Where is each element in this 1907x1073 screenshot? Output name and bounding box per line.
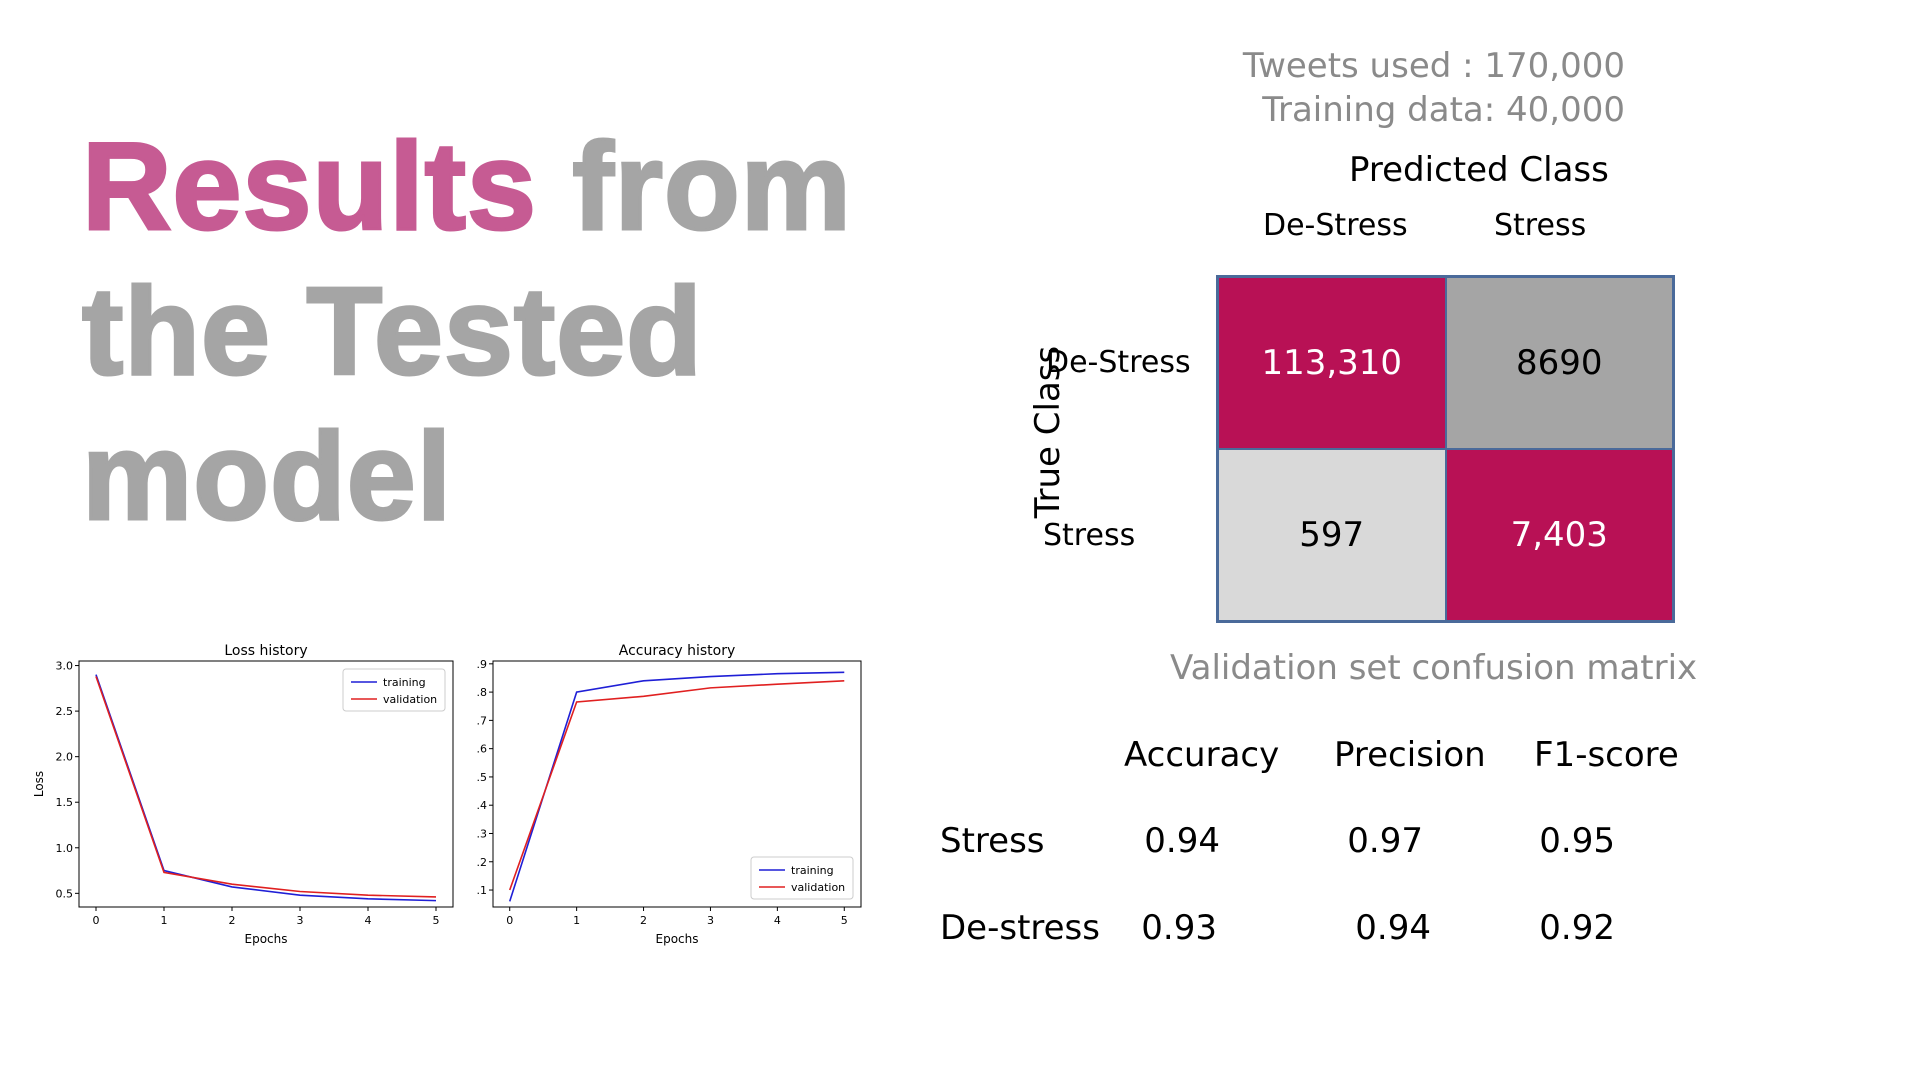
y-tick-label: .7: [477, 714, 488, 727]
chart-title: Accuracy history: [619, 643, 736, 659]
training-data: Training data: 40,000: [1262, 90, 1625, 130]
y-tick-label: 1.5: [56, 796, 74, 809]
x-tick-label: 1: [161, 914, 168, 927]
y-tick-label: 1.0: [56, 842, 74, 855]
y-tick-label: .4: [477, 799, 488, 812]
col-label-stress: Stress: [1494, 208, 1587, 243]
metric-destress-precision: 0.94: [1355, 908, 1431, 948]
confusion-matrix-caption: Validation set confusion matrix: [1170, 648, 1698, 688]
cm-cell-fn: 597: [1218, 449, 1446, 621]
title-highlight: Results: [81, 117, 538, 258]
loss-history-chart: Loss history Epochs Loss 0 1 2 3 4 5 0.5 1.0 1.5 2.0…: [25, 637, 475, 947]
legend-label-training: training: [383, 676, 426, 689]
x-tick-label: 5: [433, 914, 440, 927]
row-label-destress: De-Stress: [1046, 345, 1191, 380]
metric-stress-accuracy: 0.94: [1144, 821, 1220, 861]
accuracy-history-chart: Accuracy history Epochs 0 1 2 3 4 5 .1 .2 .3 .4 .5 .6…: [470, 637, 870, 947]
series-line-training: [508, 671, 845, 902]
y-tick-label: 0.5: [56, 887, 74, 900]
y-tick-label: .9: [477, 658, 488, 671]
cm-cell-tp: 7,403: [1445, 449, 1673, 621]
y-tick-label: 2.5: [56, 705, 74, 718]
x-tick-label: 4: [774, 914, 781, 927]
x-tick-label: 4: [365, 914, 372, 927]
metric-destress-f1: 0.92: [1539, 908, 1615, 948]
x-tick-label: 0: [93, 914, 100, 927]
x-tick-label: 5: [841, 914, 848, 927]
y-tick-label: .6: [477, 743, 488, 756]
predicted-class-header: Predicted Class: [1349, 150, 1609, 190]
y-tick-label: 2.0: [56, 751, 74, 764]
title-rest: from the Tested model: [81, 117, 853, 548]
cm-cell-fp: 8690: [1445, 277, 1673, 449]
metric-header-accuracy: Accuracy: [1124, 735, 1280, 775]
metric-header-precision: Precision: [1334, 735, 1486, 775]
series-line-validation: [508, 679, 845, 891]
y-tick-label: .1: [477, 884, 488, 897]
metric-row-stress: Stress: [940, 821, 1045, 861]
legend-label-training: training: [791, 864, 834, 877]
metric-header-f1: F1-score: [1534, 735, 1679, 775]
y-tick-label: .5: [477, 771, 488, 784]
confusion-matrix: 113,310 8690 597 7,403: [1216, 275, 1675, 623]
legend-box: [342, 668, 446, 712]
y-tick-label: 3.0: [56, 660, 74, 673]
x-axis-label: Epochs: [656, 932, 699, 946]
cm-cell-tn: 113,310: [1218, 277, 1446, 449]
x-tick-label: 3: [707, 914, 714, 927]
y-tick-label: .8: [477, 686, 488, 699]
col-label-destress: De-Stress: [1263, 208, 1408, 243]
metric-destress-accuracy: 0.93: [1141, 908, 1217, 948]
x-tick-label: 0: [506, 914, 513, 927]
legend-label-validation: validation: [383, 693, 437, 706]
metric-stress-f1: 0.95: [1539, 821, 1615, 861]
chart-title: Loss history: [224, 643, 307, 659]
metric-stress-precision: 0.97: [1347, 821, 1423, 861]
x-tick-label: 1: [573, 914, 580, 927]
x-axis-label: Epochs: [245, 932, 288, 946]
tweets-used: Tweets used : 170,000: [1242, 46, 1625, 86]
x-tick-label: 2: [640, 914, 647, 927]
slide-title: Results from the Tested model: [81, 115, 962, 550]
series-line-validation: [95, 676, 437, 898]
legend-label-validation: validation: [791, 881, 845, 894]
row-label-stress: Stress: [1043, 518, 1136, 553]
metric-row-destress: De-stress: [940, 908, 1100, 948]
y-axis-label: Loss: [32, 771, 46, 797]
x-tick-label: 2: [229, 914, 236, 927]
y-tick-label: .2: [477, 856, 488, 869]
legend-box: [750, 856, 854, 900]
dataset-stats: Tweets used : 170,000 Training data: 40,…: [1243, 44, 1625, 132]
x-tick-label: 3: [297, 914, 304, 927]
y-tick-label: .3: [477, 827, 488, 840]
